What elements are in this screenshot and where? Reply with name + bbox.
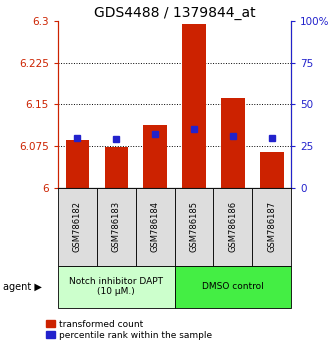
Legend: transformed count, percentile rank within the sample: transformed count, percentile rank withi… [46,320,212,340]
Title: GDS4488 / 1379844_at: GDS4488 / 1379844_at [94,6,256,20]
Bar [260,152,283,188]
Bar [143,125,167,188]
Text: GSM786182: GSM786182 [73,201,82,252]
Bar [221,98,245,188]
Bar [66,141,89,188]
Bar [182,24,206,188]
Text: GSM786187: GSM786187 [267,201,276,252]
Text: agent ▶: agent ▶ [3,282,42,292]
Bar [105,147,128,188]
Text: Notch inhibitor DAPT
(10 μM.): Notch inhibitor DAPT (10 μM.) [69,277,163,296]
Text: GSM786185: GSM786185 [190,201,199,252]
Text: DMSO control: DMSO control [202,282,264,291]
Text: GSM786183: GSM786183 [112,201,121,252]
Text: GSM786186: GSM786186 [228,201,237,252]
Text: GSM786184: GSM786184 [151,201,160,252]
